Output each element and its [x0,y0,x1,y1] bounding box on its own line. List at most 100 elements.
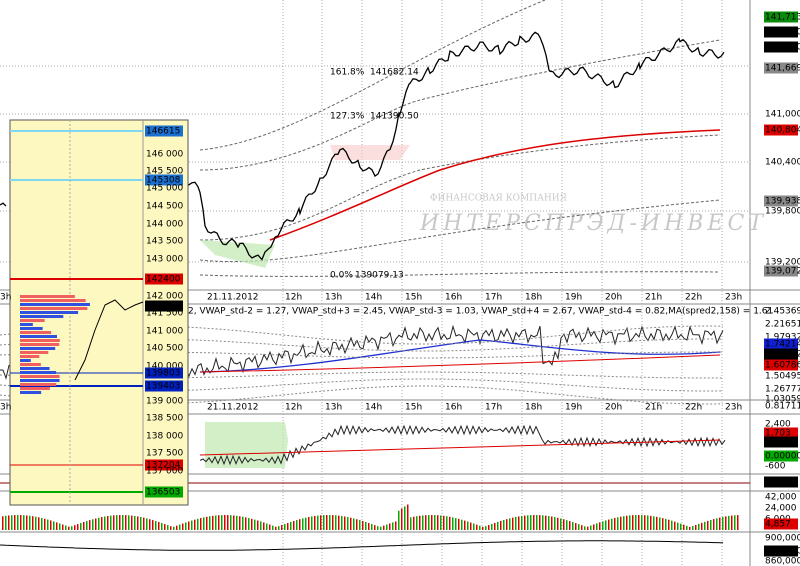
axis-label: 141 500 [146,309,183,319]
axis-label: 138 000 [146,432,183,442]
volume-bar [431,515,433,530]
volume-bar [614,517,616,530]
watermark-top: ФИНАНСОВАЯ КОМПАНИЯ [430,194,567,204]
volume-bar [626,515,628,530]
profile-bar [20,375,60,378]
volume-bar [722,516,724,530]
time-label: 23h [725,403,742,413]
axis-badge [764,62,798,74]
axis-label: 138 500 [146,414,183,424]
axis-label: 42,000 [765,493,797,503]
volume-bar [272,525,274,530]
volume-bar [530,515,532,530]
time-label: 14h [365,403,382,413]
volume-bar [413,516,415,530]
volume-bar [371,524,373,530]
volume-bar [638,515,640,530]
volume-bar [581,525,583,530]
profile-bar [20,387,50,390]
profile-bar [20,319,45,322]
axis-label: 1,703 [765,429,791,439]
volume-bar [698,523,700,530]
axis-label: 900,000 [765,534,800,544]
highlight [200,240,275,268]
volume-bar [665,518,667,530]
volume-bar [257,520,259,530]
volume-bar [8,515,10,530]
oi-line [0,540,724,551]
axis-label: 139,200 [765,258,800,268]
volume-bar [668,519,670,530]
volume-bar [155,520,157,530]
axis-badge [764,41,798,53]
volume-bar [350,517,352,530]
volume-bar [503,520,505,530]
time-label: 3h [0,293,11,303]
time-label: 23h [725,293,742,303]
volume-bar [608,519,610,530]
profile-bar [20,347,56,350]
volume-bar [602,521,604,530]
axis-label: 1.03059 [765,395,800,405]
volume-bar [239,516,241,530]
volume-bar [359,520,361,530]
axis-label: 1.50495 [765,372,800,382]
volume-bar [353,518,355,530]
volume-bar [476,524,478,530]
volume-bar [80,523,82,530]
volume-bar [587,526,589,530]
volume-bar [680,523,682,530]
axis-label: 144 500 [146,202,183,212]
volume-bar [398,510,400,530]
time-label: 16h [445,403,462,413]
volume-bar [455,518,457,530]
volume-bar [317,515,319,530]
volume-bar [404,506,406,530]
volume-bar [689,526,691,530]
volume-bar [101,517,103,530]
axis-label: 141,700 [765,28,800,38]
axis-badge [145,273,183,285]
axis-label: 142400 [146,275,181,285]
volume-bar [236,515,238,530]
volume-bar [173,526,175,530]
volume-bar [62,524,64,530]
volume-bar [17,515,19,530]
profile-bar [20,311,79,314]
volume-bar [53,521,55,530]
volume-bar [77,524,79,530]
axis-label: 145308 [146,176,181,186]
highlight [205,422,288,468]
volume-bar [365,522,367,530]
volume-bar [620,516,622,530]
axis-label: 143 000 [146,255,183,265]
volume-bar [470,522,472,530]
volume-bar [305,517,307,530]
volume-bar [245,517,247,530]
profile-bar [20,363,41,366]
axis-label: 1.26777 [765,385,800,395]
profile-bar [20,303,90,306]
axis-label: 145 500 [146,167,183,177]
axis-label: 1.72642 [765,350,800,360]
axis-label: 141,669 [765,64,800,74]
volume-bar [611,518,613,530]
volume-bar [209,516,211,530]
axis-label: 137 000 [146,467,183,477]
volume-bar [122,515,124,530]
volume-bar [686,525,688,530]
volume-bar [500,520,502,530]
volume-bar [68,526,70,530]
profile-bar [20,323,33,326]
axis-label: 874,430 [765,547,800,557]
profile-bar [20,295,75,298]
volume-bar [326,515,328,530]
volume-bar [410,517,412,530]
volume-bar [251,518,253,530]
axis-label: 24,000 [765,504,797,514]
axis-badge [145,367,183,379]
time-label: 3h [0,403,11,413]
time-label: 13h [325,293,342,303]
volume-bar [632,515,634,530]
volume-bar [35,516,37,530]
